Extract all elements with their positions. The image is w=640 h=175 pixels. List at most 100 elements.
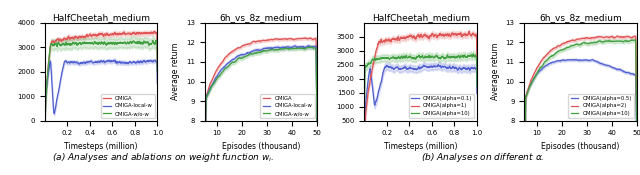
OMIGA(alpha=10): [631, 39, 639, 41]
OMIGA(alpha=10): [429, 56, 436, 58]
OMIGA: [150, 30, 158, 33]
OMIGA(alpha=10): [360, 101, 368, 103]
OMIGA-w/o-w: [48, 43, 56, 45]
OMIGA(alpha=1): [465, 30, 473, 32]
OMIGA(alpha=0.5): [630, 74, 638, 76]
Y-axis label: Average return: Average return: [491, 43, 500, 100]
OMIGA-w/o-w: [138, 41, 145, 43]
OMIGA-w/o-w: [152, 39, 160, 41]
OMIGA-w/o-w: [311, 47, 319, 49]
OMIGA(alpha=0.5): [588, 59, 595, 61]
OMIGA(alpha=10): [575, 44, 582, 46]
OMIGA(alpha=1): [426, 35, 434, 37]
OMIGA(alpha=2): [633, 136, 640, 138]
OMIGA(alpha=0.1): [432, 65, 440, 67]
Title: HalfCheetah_medium: HalfCheetah_medium: [372, 13, 470, 22]
OMIGA(alpha=0.5): [574, 59, 582, 61]
OMIGA-w/o-w: [106, 42, 114, 44]
OMIGA(alpha=10): [630, 39, 638, 41]
Line: OMIGA-w/o-w: OMIGA-w/o-w: [205, 47, 317, 175]
OMIGA-w/o-w: [154, 70, 161, 72]
OMIGA(alpha=10): [469, 53, 477, 55]
X-axis label: Timesteps (million): Timesteps (million): [65, 142, 138, 151]
Y-axis label: Average return: Average return: [172, 43, 180, 100]
OMIGA(alpha=0.1): [458, 68, 465, 71]
OMIGA-local-w: [41, 115, 49, 117]
OMIGA-w/o-w: [109, 42, 117, 44]
OMIGA: [301, 37, 309, 39]
OMIGA: [113, 33, 120, 35]
OMIGA-local-w: [293, 46, 301, 48]
OMIGA(alpha=2): [575, 38, 582, 40]
OMIGA-local-w: [109, 60, 117, 62]
OMIGA-w/o-w: [126, 41, 134, 43]
Line: OMIGA-local-w: OMIGA-local-w: [205, 46, 317, 175]
Title: HalfCheetah_medium: HalfCheetah_medium: [52, 13, 150, 22]
OMIGA(alpha=0.5): [572, 58, 580, 61]
OMIGA: [311, 38, 319, 40]
Title: 6h_vs_8z_medium: 6h_vs_8z_medium: [539, 13, 622, 22]
OMIGA-local-w: [138, 61, 146, 63]
OMIGA(alpha=0.5): [575, 60, 582, 62]
OMIGA: [314, 137, 321, 139]
Line: OMIGA(alpha=0.1): OMIGA(alpha=0.1): [364, 65, 477, 129]
OMIGA: [48, 40, 56, 43]
OMIGA(alpha=10): [432, 55, 440, 57]
OMIGA-w/o-w: [314, 143, 321, 145]
OMIGA-local-w: [254, 49, 262, 51]
OMIGA-local-w: [262, 48, 269, 50]
Text: (a) Analyses and ablations on weight function $w_i$.: (a) Analyses and ablations on weight fun…: [52, 151, 275, 164]
OMIGA: [262, 39, 269, 41]
Line: OMIGA(alpha=2): OMIGA(alpha=2): [524, 36, 637, 175]
OMIGA-w/o-w: [293, 47, 301, 50]
OMIGA(alpha=10): [367, 61, 375, 63]
OMIGA(alpha=0.1): [473, 92, 481, 95]
OMIGA(alpha=1): [367, 73, 375, 75]
OMIGA(alpha=10): [612, 40, 620, 42]
OMIGA(alpha=2): [574, 38, 582, 40]
OMIGA-w/o-w: [308, 46, 316, 48]
OMIGA-local-w: [127, 61, 134, 63]
Line: OMIGA(alpha=1): OMIGA(alpha=1): [364, 31, 477, 130]
Line: OMIGA: OMIGA: [45, 32, 157, 117]
Line: OMIGA-local-w: OMIGA-local-w: [45, 60, 157, 116]
OMIGA: [109, 33, 117, 36]
OMIGA-local-w: [311, 46, 319, 48]
OMIGA: [106, 33, 114, 36]
OMIGA(alpha=1): [432, 35, 440, 37]
OMIGA-local-w: [154, 82, 161, 84]
OMIGA(alpha=0.5): [633, 159, 640, 161]
OMIGA-local-w: [255, 49, 262, 51]
OMIGA: [268, 38, 275, 41]
OMIGA: [154, 65, 161, 68]
Legend: OMIGA(alpha=0.1), OMIGA(alpha=1), OMIGA(alpha=10): OMIGA(alpha=0.1), OMIGA(alpha=1), OMIGA(…: [408, 94, 474, 118]
OMIGA: [41, 116, 49, 118]
OMIGA(alpha=1): [429, 33, 436, 35]
X-axis label: Episodes (thousand): Episodes (thousand): [541, 142, 620, 151]
Line: OMIGA(alpha=10): OMIGA(alpha=10): [524, 40, 637, 175]
Legend: OMIGA(alpha=0.5), OMIGA(alpha=2), OMIGA(alpha=10): OMIGA(alpha=0.5), OMIGA(alpha=2), OMIGA(…: [568, 94, 634, 118]
OMIGA-w/o-w: [268, 49, 275, 51]
OMIGA(alpha=0.1): [367, 77, 375, 79]
X-axis label: Episodes (thousand): Episodes (thousand): [221, 142, 300, 151]
OMIGA(alpha=10): [633, 138, 640, 140]
OMIGA(alpha=10): [581, 42, 589, 44]
OMIGA(alpha=0.1): [435, 64, 442, 66]
OMIGA: [138, 32, 145, 34]
OMIGA-w/o-w: [41, 117, 49, 119]
OMIGA(alpha=10): [588, 42, 595, 44]
OMIGA-local-w: [113, 61, 120, 63]
OMIGA-local-w: [48, 79, 56, 81]
OMIGA(alpha=0.5): [582, 59, 589, 61]
OMIGA-w/o-w: [262, 50, 269, 52]
OMIGA(alpha=1): [473, 71, 481, 73]
OMIGA(alpha=1): [458, 34, 465, 36]
OMIGA: [126, 32, 134, 34]
OMIGA(alpha=10): [574, 44, 582, 46]
Legend: OMIGA, OMIGA-local-w, OMIGA-w/o-w: OMIGA, OMIGA-local-w, OMIGA-w/o-w: [100, 94, 155, 118]
OMIGA-local-w: [106, 60, 114, 62]
OMIGA(alpha=2): [630, 35, 638, 37]
X-axis label: Timesteps (million): Timesteps (million): [384, 142, 458, 151]
OMIGA-w/o-w: [254, 51, 262, 54]
OMIGA(alpha=10): [473, 85, 481, 87]
